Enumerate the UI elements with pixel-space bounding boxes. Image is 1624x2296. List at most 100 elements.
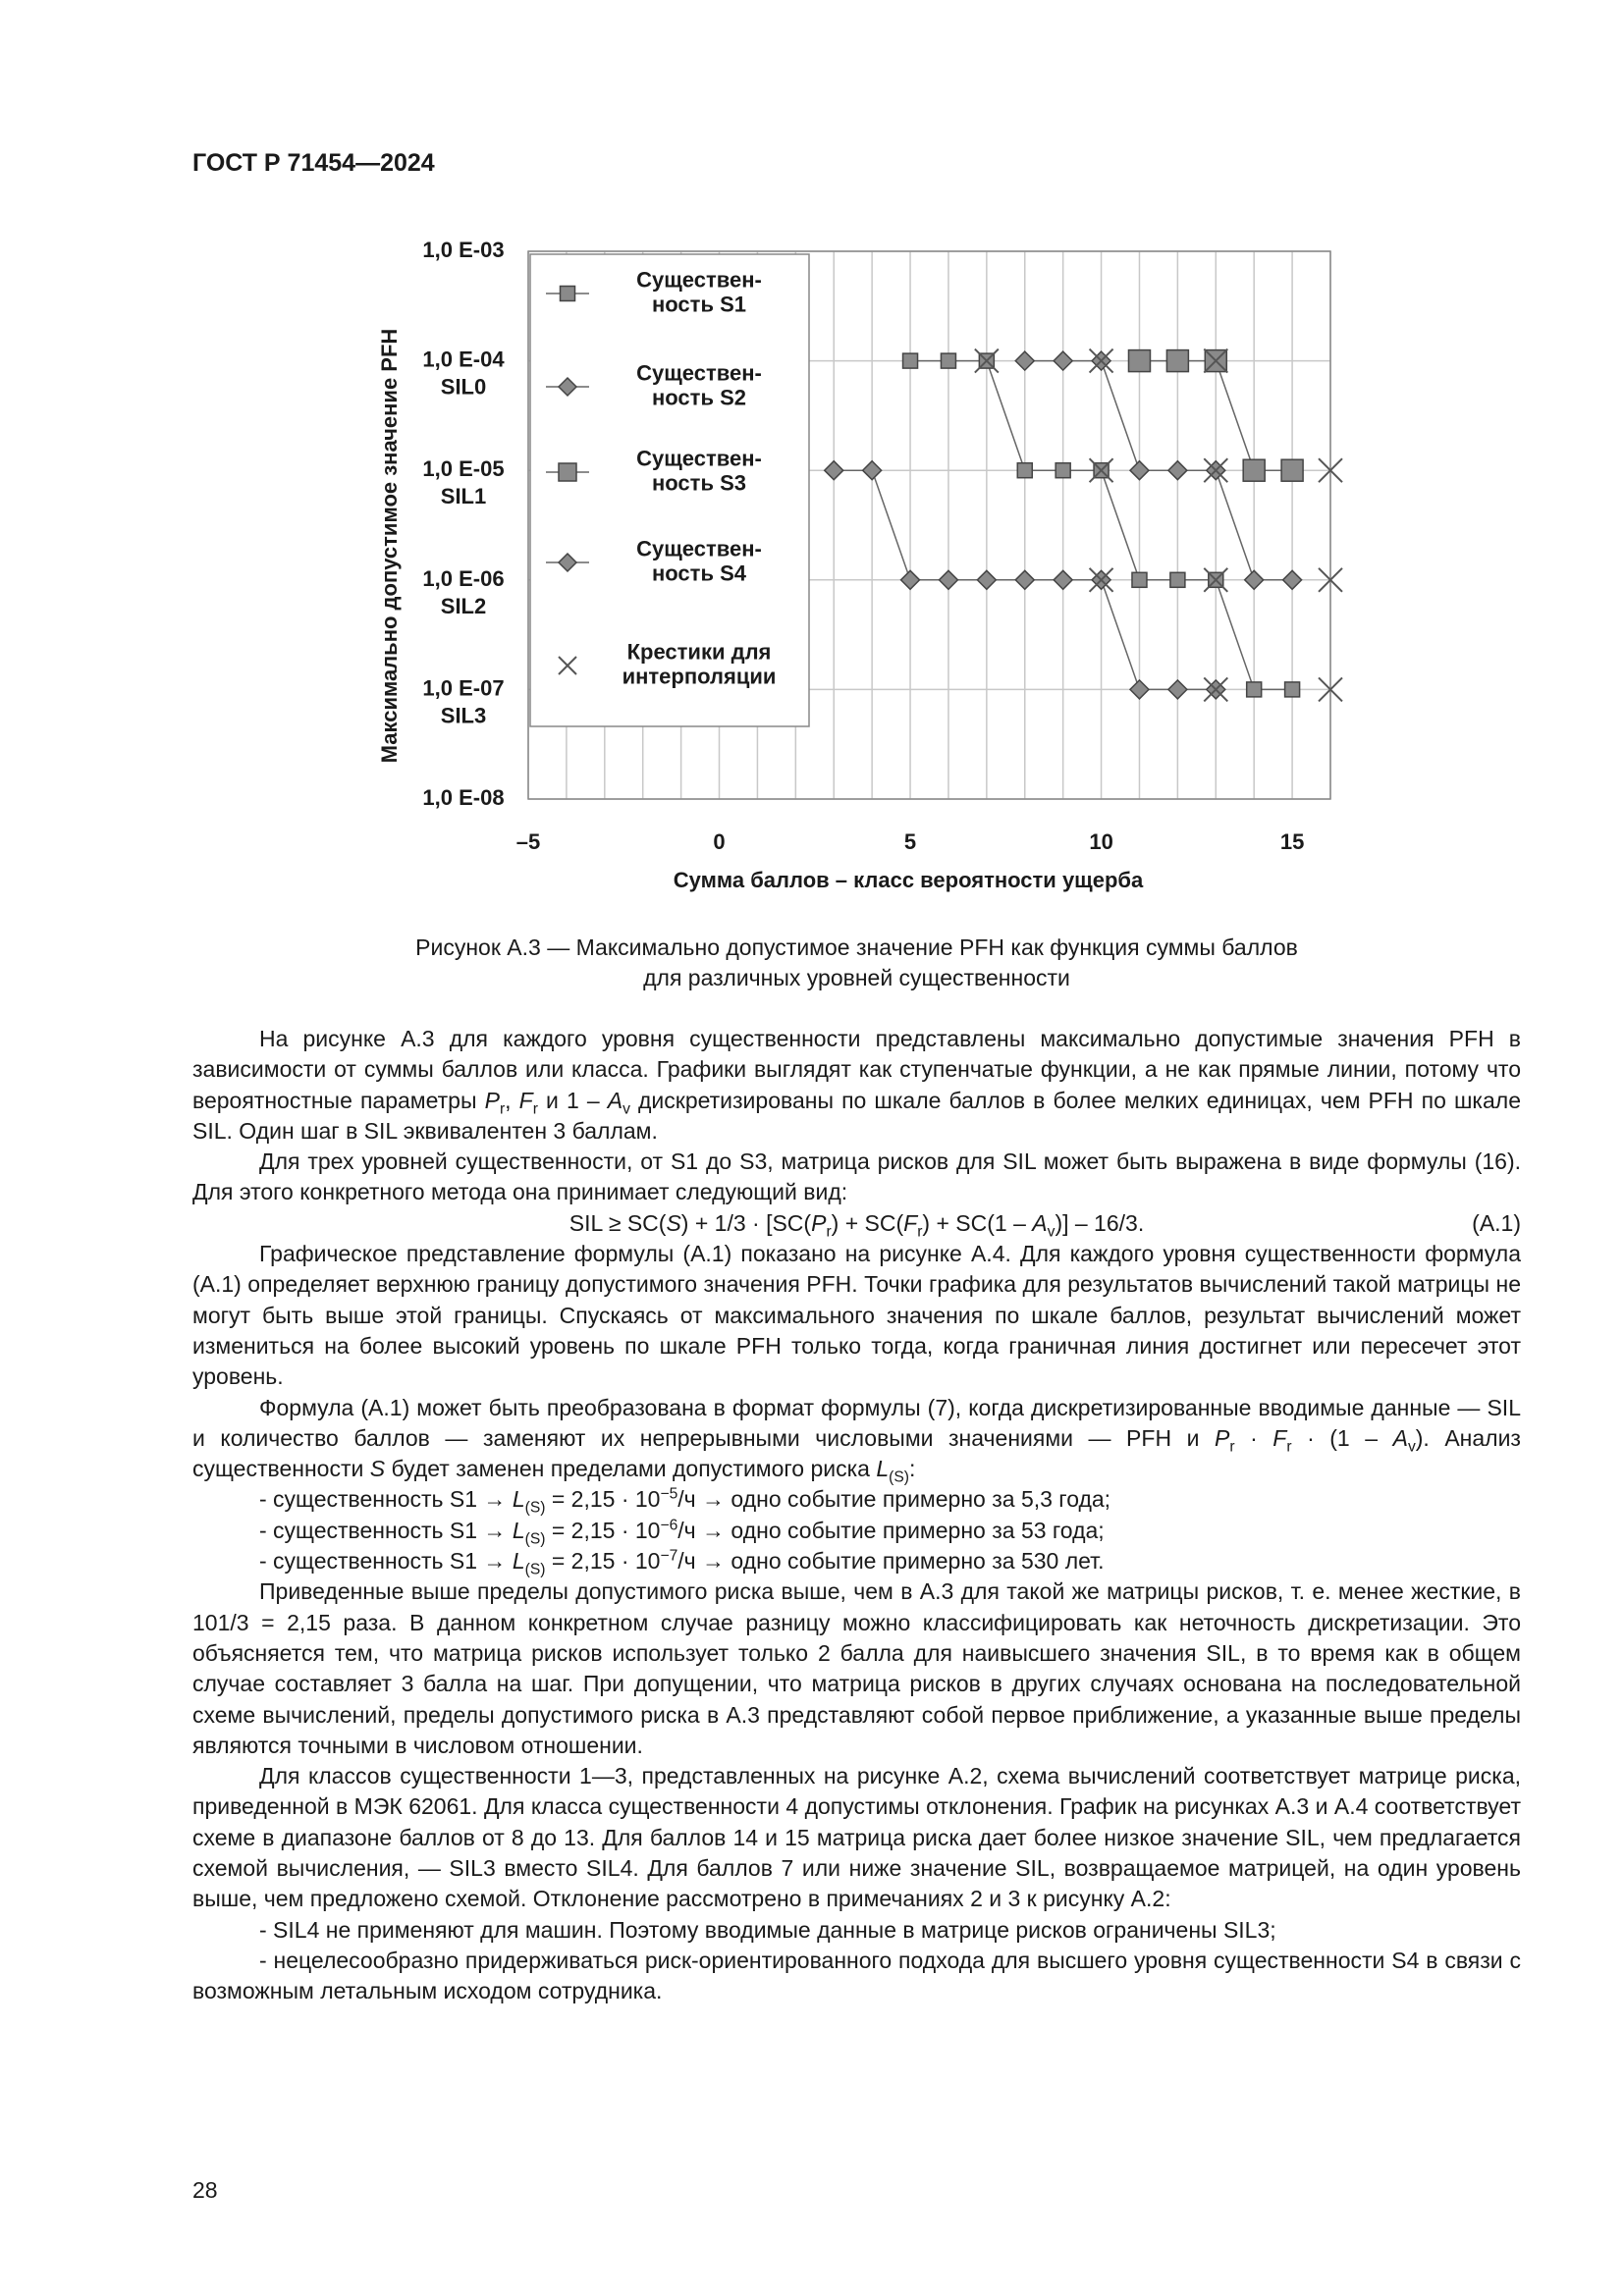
legend-marker bbox=[558, 462, 577, 482]
y-tick-label: 1,0 E-03 bbox=[422, 238, 504, 262]
italic-symbol: L bbox=[876, 1456, 890, 1482]
subscript: (S) bbox=[524, 1500, 546, 1518]
subscript: v bbox=[623, 1100, 630, 1118]
plot-frame bbox=[527, 250, 1331, 800]
italic-symbol: A bbox=[1392, 1424, 1408, 1451]
text-run: - существенность S1 → bbox=[259, 1486, 513, 1513]
text-run: - нецелесообразно придерживаться риск-ор… bbox=[192, 1947, 1521, 2004]
superscript: −6 bbox=[660, 1517, 678, 1534]
subscript: (S) bbox=[524, 1561, 546, 1578]
legend-box bbox=[529, 253, 810, 727]
data-point bbox=[1131, 571, 1148, 589]
text-run: /ч → одно событие примерно за 5,3 года; bbox=[677, 1486, 1111, 1513]
x-tick-label: 15 bbox=[1280, 829, 1304, 854]
text-run: Формула (А.1) может быть преобразована в… bbox=[192, 1394, 1521, 1451]
data-point bbox=[974, 347, 1000, 374]
legend-marker bbox=[558, 656, 577, 675]
paragraph: На рисунке А.3 для каждого уровня сущест… bbox=[192, 1024, 1521, 1147]
x-axis-label: Сумма баллов – класс вероятности ущерба bbox=[674, 868, 1144, 892]
text-run: = 2,15 · 10 bbox=[545, 1548, 661, 1575]
data-point bbox=[1128, 678, 1151, 700]
text-run: ) + 1/3 · [SC( bbox=[680, 1209, 812, 1236]
text-run: = 2,15 · 10 bbox=[545, 1486, 661, 1513]
data-point bbox=[1203, 347, 1228, 374]
italic-symbol: L bbox=[512, 1486, 525, 1513]
data-point bbox=[1318, 567, 1343, 593]
data-point bbox=[1088, 457, 1114, 483]
data-point bbox=[1280, 458, 1304, 482]
text-run: = 2,15 · 10 bbox=[545, 1517, 661, 1543]
data-point bbox=[1088, 347, 1114, 374]
paragraph: Графическое представление формулы (А.1) … bbox=[192, 1239, 1521, 1392]
page-number: 28 bbox=[192, 2177, 218, 2203]
text-run: · bbox=[1234, 1424, 1273, 1451]
data-point bbox=[1016, 461, 1034, 479]
paragraph: - нецелесообразно придерживаться риск-ор… bbox=[192, 1946, 1521, 2007]
data-point bbox=[1166, 678, 1188, 700]
text-run: ) + SC( bbox=[831, 1209, 904, 1236]
text-run: Для классов существенности 1—3, представ… bbox=[192, 1763, 1521, 1912]
data-point bbox=[976, 569, 998, 591]
text-run: - SIL4 не применяют для машин. Поэтому в… bbox=[259, 1916, 1276, 1943]
text-run: Для трех уровней существенности, от S1 д… bbox=[192, 1148, 1521, 1205]
subscript: r bbox=[1286, 1438, 1292, 1456]
data-point bbox=[1245, 681, 1263, 698]
subscript: r bbox=[826, 1223, 832, 1241]
figure-caption: Рисунок А.3 — Максимально допустимое зна… bbox=[192, 933, 1521, 993]
data-point bbox=[1242, 458, 1266, 482]
data-point bbox=[1318, 457, 1343, 483]
chart: 1,0 E-03 1,0 E-04 SIL0 1,0 E-05 SIL1 1,0 E-06… bbox=[377, 238, 1343, 892]
legend-marker bbox=[559, 285, 576, 302]
superscript: −5 bbox=[660, 1485, 678, 1503]
text-run: - существенность S1 → bbox=[259, 1517, 513, 1543]
formula-number: (А.1) bbox=[1472, 1209, 1521, 1236]
x-tick-label: 5 bbox=[904, 829, 916, 854]
data-point bbox=[1243, 569, 1265, 591]
italic-symbol: S bbox=[369, 1456, 386, 1482]
data-point bbox=[1166, 459, 1188, 481]
data-point bbox=[861, 459, 883, 481]
subscript: v bbox=[1407, 1438, 1416, 1456]
italic-symbol: A bbox=[607, 1087, 623, 1113]
y-tick-label: 1,0 E-07 SIL3 bbox=[422, 675, 504, 727]
formula: SIL ≥ SC(S) + 1/3 · [SC(Pr) + SC(Fr) + S… bbox=[192, 1208, 1521, 1241]
x-tick-label: 10 bbox=[1089, 829, 1112, 854]
text-run: /ч → одно событие примерно за 530 лет. bbox=[677, 1548, 1105, 1575]
italic-symbol: L bbox=[512, 1517, 525, 1543]
body-text: На рисунке А.3 для каждого уровня сущест… bbox=[192, 1024, 1521, 2007]
data-point bbox=[823, 459, 844, 481]
text-run: : bbox=[909, 1456, 916, 1482]
data-point bbox=[940, 352, 957, 369]
paragraph: Приведенные выше пределы допустимого рис… bbox=[192, 1576, 1521, 1761]
italic-symbol: L bbox=[512, 1548, 525, 1575]
data-point bbox=[901, 352, 919, 369]
subscript: (S) bbox=[889, 1468, 909, 1486]
data-point bbox=[1088, 567, 1114, 593]
italic-symbol: A bbox=[1032, 1209, 1048, 1236]
subscript: v bbox=[1047, 1223, 1056, 1241]
x-tick-label: –5 bbox=[516, 829, 540, 854]
legend-label: Существен-ность S1 bbox=[636, 267, 762, 316]
data-point bbox=[1055, 461, 1071, 479]
data-point bbox=[1053, 569, 1074, 591]
data-point bbox=[1281, 569, 1303, 591]
y-tick-label: 1,0 E-08 bbox=[422, 785, 504, 810]
subscript: (S) bbox=[524, 1530, 546, 1548]
subscript: r bbox=[532, 1100, 538, 1118]
italic-symbol: P bbox=[811, 1209, 827, 1236]
data-point bbox=[1203, 567, 1228, 593]
data-point bbox=[1053, 350, 1074, 372]
italic-symbol: S bbox=[666, 1209, 681, 1236]
data-point bbox=[1014, 350, 1036, 372]
paragraph: Для трех уровней существенности, от S1 д… bbox=[192, 1147, 1521, 1208]
y-tick-label: 1,0 E-04 SIL0 bbox=[422, 347, 505, 399]
data-point bbox=[1014, 569, 1036, 591]
data-point bbox=[1127, 348, 1152, 373]
caption-line: Рисунок А.3 — Максимально допустимое зна… bbox=[415, 934, 1298, 960]
italic-symbol: P bbox=[484, 1087, 500, 1113]
text-run: , bbox=[505, 1087, 519, 1113]
text-run: и 1 – bbox=[537, 1087, 608, 1113]
data-point bbox=[1169, 571, 1186, 589]
data-point bbox=[1203, 676, 1228, 703]
paragraph: - SIL4 не применяют для машин. Поэтому в… bbox=[192, 1915, 1521, 1946]
